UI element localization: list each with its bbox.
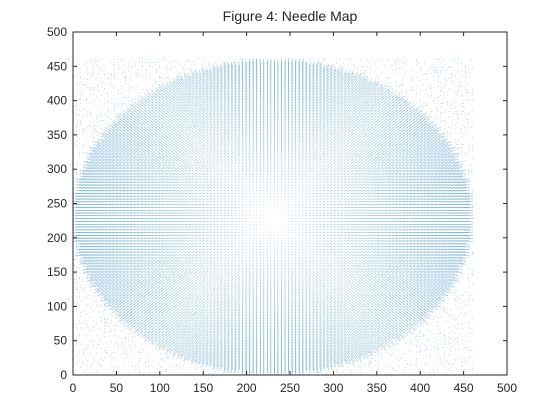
y-tick-label: 100 [47, 299, 67, 313]
y-tick-label: 450 [47, 59, 67, 73]
x-tick-label: 400 [410, 381, 430, 395]
y-tick-label: 350 [47, 128, 67, 142]
x-tick-label: 150 [193, 381, 213, 395]
needle-vectors-background [73, 57, 475, 375]
x-tick-label: 250 [280, 381, 300, 395]
x-tick-label: 0 [70, 381, 77, 395]
x-axis: 0 50 100 150 200 250 300 350 400 450 500 [70, 32, 517, 395]
y-tick-label: 300 [47, 162, 67, 176]
x-tick-label: 200 [237, 381, 257, 395]
x-tick-label: 300 [323, 381, 343, 395]
y-tick-label: 150 [47, 265, 67, 279]
chart-title: Figure 4: Needle Map [222, 8, 358, 24]
needle-field [73, 57, 475, 375]
x-tick-label: 500 [497, 381, 517, 395]
needle-vectors-sphere [73, 58, 474, 375]
y-tick-label: 0 [60, 368, 67, 382]
x-tick-label: 350 [367, 381, 387, 395]
y-tick-label: 50 [54, 334, 68, 348]
y-tick-label: 400 [47, 94, 67, 108]
y-axis: 0 50 100 150 200 250 300 350 400 450 500 [47, 25, 507, 382]
y-tick-label: 250 [47, 197, 67, 211]
y-tick-label: 500 [47, 25, 67, 39]
y-tick-label: 200 [47, 231, 67, 245]
x-tick-label: 100 [150, 381, 170, 395]
x-tick-label: 50 [110, 381, 124, 395]
x-tick-label: 450 [454, 381, 474, 395]
